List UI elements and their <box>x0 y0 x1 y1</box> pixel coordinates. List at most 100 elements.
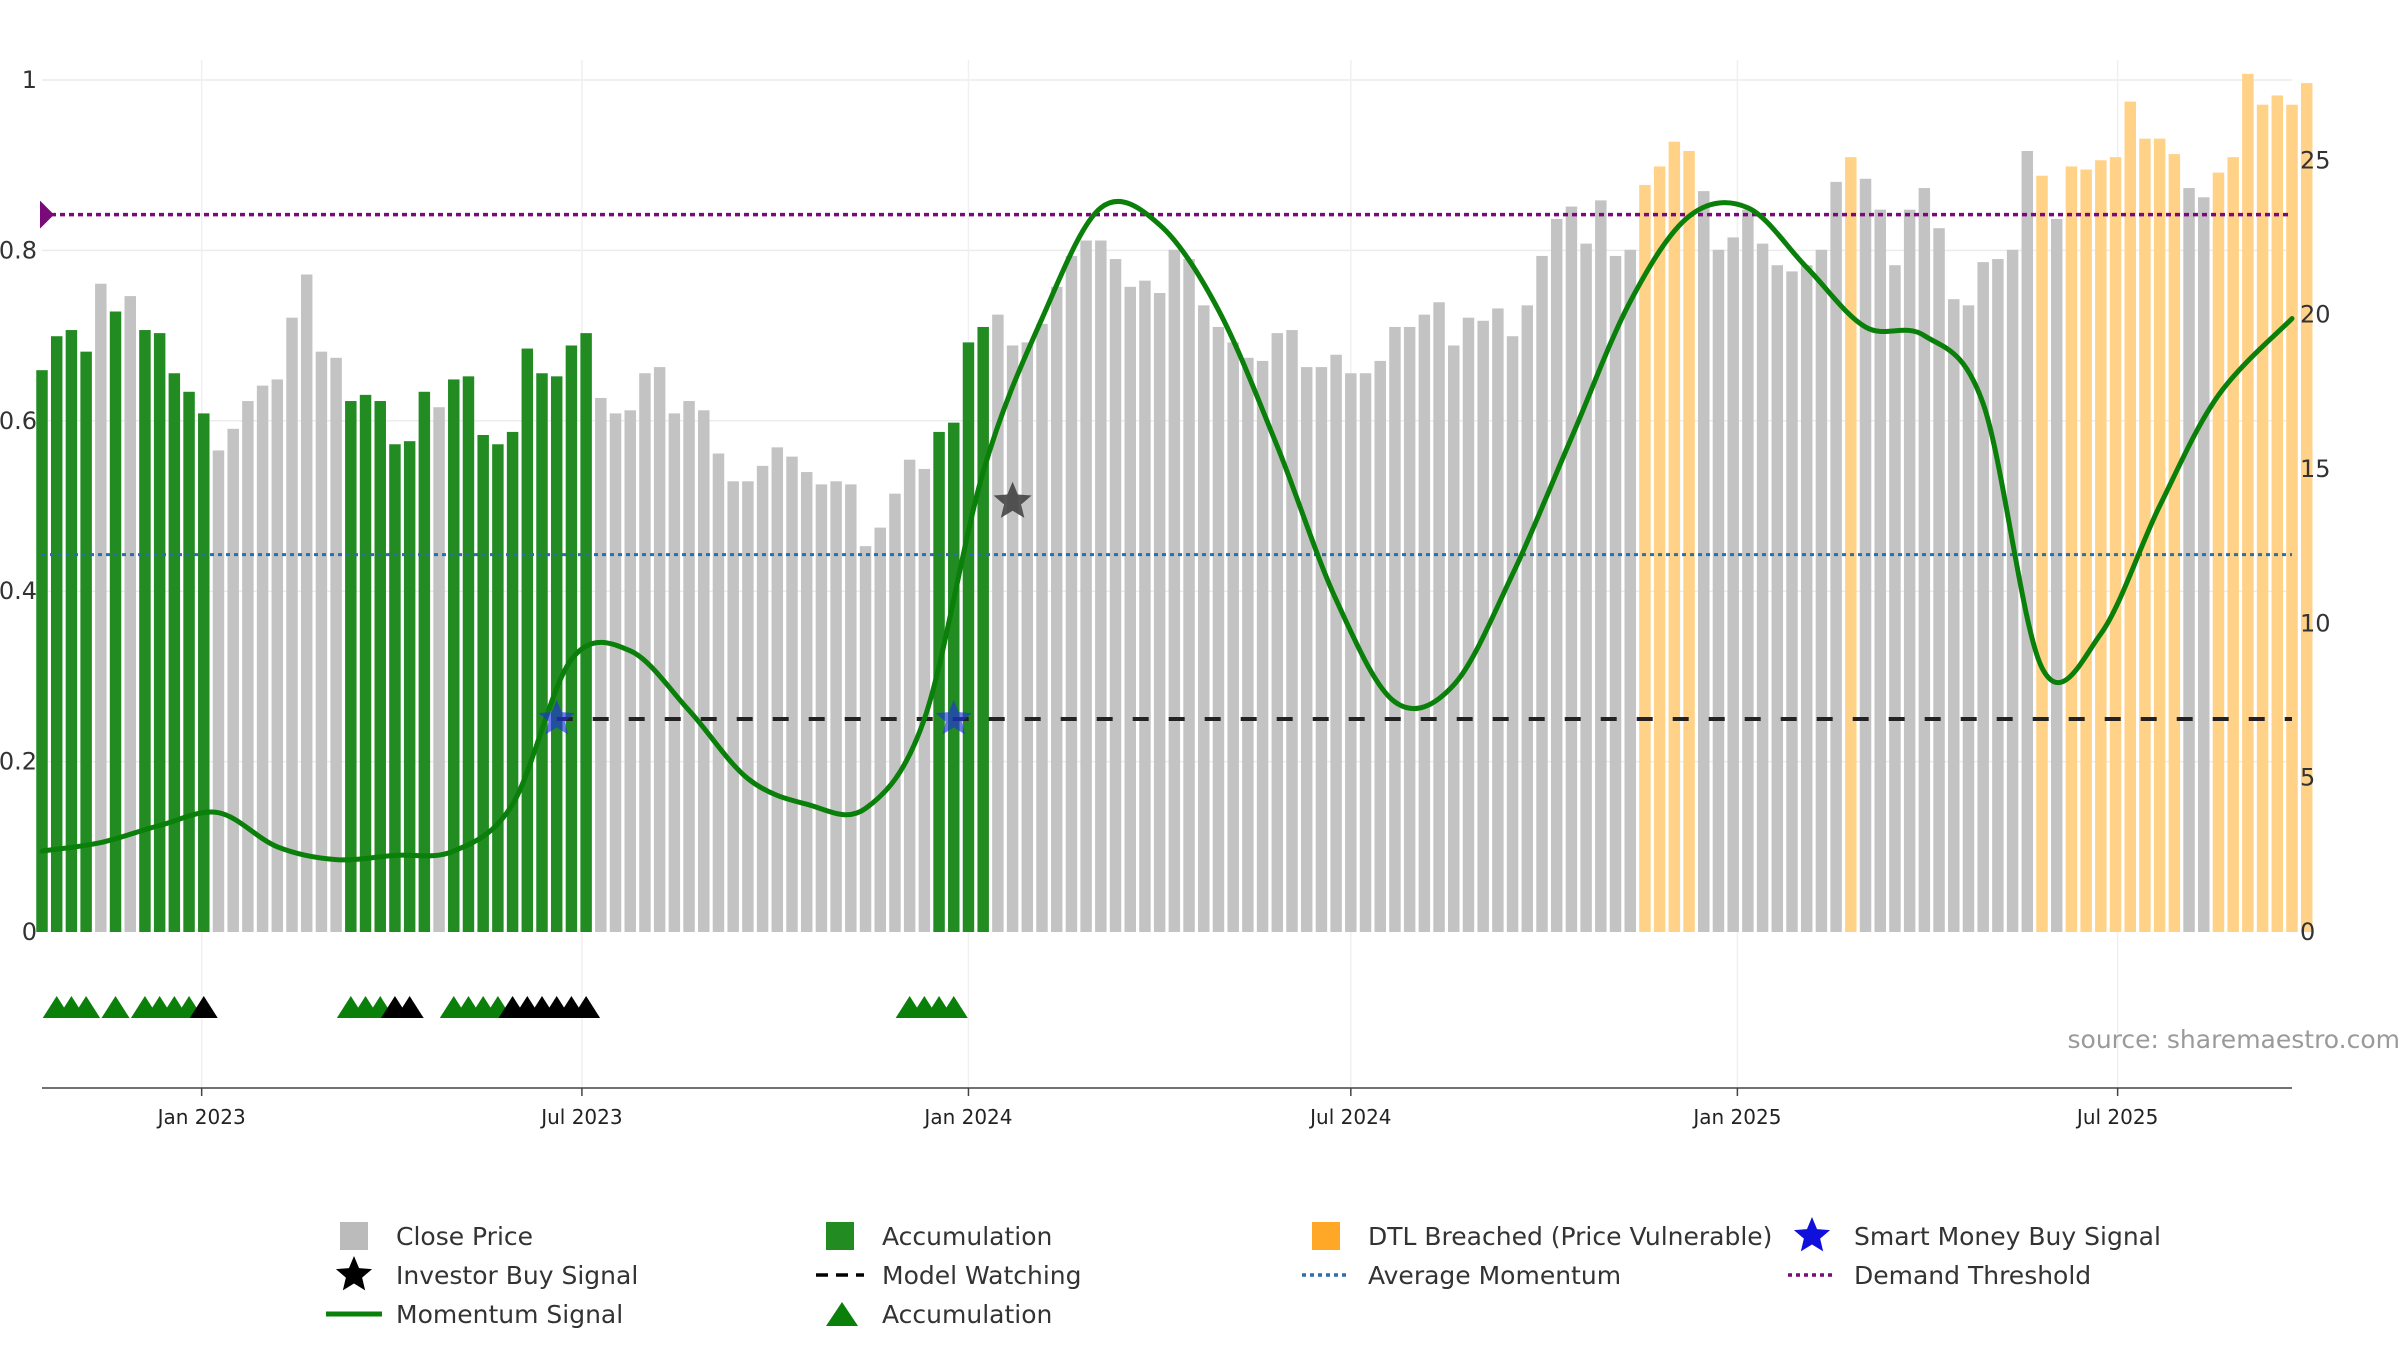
close-price-bar <box>669 413 680 932</box>
close-price-bar <box>801 472 812 932</box>
close-price-bar <box>610 413 621 932</box>
legend-label: Smart Money Buy Signal <box>1854 1222 2161 1251</box>
legend-swatch <box>1312 1222 1340 1250</box>
close-price-bar <box>1698 191 1709 932</box>
legend-label: Demand Threshold <box>1854 1261 2091 1290</box>
accumulation-bar <box>963 342 974 932</box>
left-tick-label: 0.6 <box>0 407 37 435</box>
dtl-breached-bar <box>2095 160 2106 932</box>
accumulation-bar <box>345 401 356 932</box>
close-price-bar <box>1610 256 1621 932</box>
close-price-bar <box>1330 355 1341 932</box>
close-price-bar <box>1595 200 1606 932</box>
x-tick-label: Jan 2023 <box>156 1105 246 1129</box>
x-tick-label: Jul 2024 <box>1308 1105 1391 1129</box>
accumulation-bar <box>580 333 591 932</box>
legend-item: Smart Money Buy Signal <box>1794 1217 2161 1251</box>
right-tick-label: 0 <box>2300 918 2315 946</box>
close-price-bar <box>786 457 797 932</box>
close-price-bar <box>1139 281 1150 932</box>
legend-item: Momentum Signal <box>326 1300 623 1329</box>
close-price-bar <box>1757 244 1768 932</box>
right-tick-label: 10 <box>2300 609 2331 637</box>
close-price-bar <box>1992 259 2003 932</box>
close-price-bar <box>1375 361 1386 932</box>
close-price-bar <box>1066 256 1077 932</box>
legend-label: DTL Breached (Price Vulnerable) <box>1368 1222 1772 1251</box>
legend-label: Model Watching <box>882 1261 1082 1290</box>
close-price-bar <box>889 494 900 932</box>
close-price-bar <box>2183 188 2194 932</box>
close-price-bar <box>727 481 738 932</box>
left-tick-label: 0.8 <box>0 236 37 264</box>
right-tick-label: 20 <box>2300 301 2331 329</box>
close-price-bar <box>1772 265 1783 932</box>
legend-star-icon <box>336 1256 372 1290</box>
close-price-bar <box>1919 188 1930 932</box>
dtl-breached-bar <box>2213 173 2224 932</box>
accumulation-bar <box>566 345 577 932</box>
close-price-bar <box>257 386 268 932</box>
close-price-bar <box>316 352 327 932</box>
close-price-bar <box>1213 327 1224 932</box>
close-price-bar <box>2022 151 2033 932</box>
dtl-breached-bar <box>2301 83 2312 932</box>
close-price-bar <box>1198 305 1209 932</box>
close-price-bar <box>1742 210 1753 932</box>
close-price-bar <box>1727 237 1738 932</box>
dtl-breached-bar <box>2272 95 2283 932</box>
close-price-bar <box>1522 305 1533 932</box>
close-price-bar <box>1713 250 1724 932</box>
dtl-breached-bar <box>2110 157 2121 932</box>
legend-item: Accumulation <box>826 1222 1052 1251</box>
x-tick-label: Jul 2023 <box>539 1105 622 1129</box>
accumulation-bar <box>404 441 415 932</box>
close-price-bar <box>757 466 768 932</box>
dtl-breached-bar <box>1654 166 1665 932</box>
legend-item: Average Momentum <box>1302 1261 1621 1290</box>
accumulation-bar <box>948 423 959 932</box>
close-price-bar <box>286 318 297 932</box>
accumulation-bar <box>551 376 562 932</box>
close-price-bar <box>830 481 841 932</box>
dtl-breached-bar <box>1639 185 1650 932</box>
close-price-bar <box>330 358 341 932</box>
bars-layer <box>36 74 2312 932</box>
close-price-bar <box>1580 244 1591 932</box>
close-price-bar <box>625 410 636 932</box>
close-price-bar <box>683 401 694 932</box>
close-price-bar <box>1977 262 1988 932</box>
accumulation-bar <box>536 373 547 932</box>
left-tick-label: 0.2 <box>0 748 37 776</box>
left-tick-label: 0 <box>22 918 37 946</box>
close-price-bar <box>1551 219 1562 932</box>
legend-swatch <box>826 1222 854 1250</box>
close-price-bar <box>1419 315 1430 932</box>
close-price-bar <box>1948 299 1959 932</box>
close-price-bar <box>2198 197 2209 932</box>
close-price-bar <box>1227 342 1238 932</box>
close-price-bar <box>698 410 709 932</box>
dtl-breached-bar <box>1669 142 1680 932</box>
legend-item: Demand Threshold <box>1788 1261 2091 1290</box>
dtl-breached-bar <box>2080 170 2091 932</box>
close-price-bar <box>1404 327 1415 932</box>
close-price-bar <box>1257 361 1268 932</box>
close-price-bar <box>860 546 871 932</box>
close-price-bar <box>1933 228 1944 932</box>
accumulation-bar <box>419 392 430 932</box>
accumulation-bar <box>198 413 209 932</box>
close-price-bar <box>845 484 856 932</box>
legend-label: Accumulation <box>882 1300 1052 1329</box>
accumulation-bar <box>522 349 533 932</box>
legend-label: Accumulation <box>882 1222 1052 1251</box>
demand-threshold-marker <box>40 201 54 229</box>
close-price-bar <box>1463 318 1474 932</box>
close-price-bar <box>1286 330 1297 932</box>
close-price-bar <box>1875 210 1886 932</box>
accumulation-bar <box>375 401 386 932</box>
close-price-bar <box>1625 250 1636 932</box>
left-tick-label: 1 <box>22 66 37 94</box>
dtl-breached-bar <box>2125 102 2136 932</box>
legend-swatch <box>340 1222 368 1250</box>
